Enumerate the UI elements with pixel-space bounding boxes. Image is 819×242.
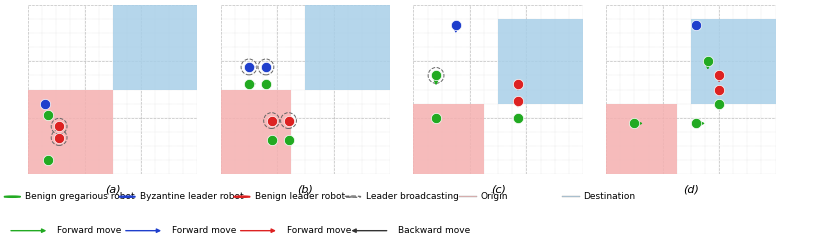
Point (265, 138, 278, 142)
Point (265, 119, 278, 122)
Text: Benign gregarious robot: Benign gregarious robot (25, 192, 135, 201)
Circle shape (4, 196, 20, 197)
Bar (459, 196, 477, 197)
Point (259, 82, 272, 86)
Point (282, 138, 295, 142)
Bar (28, 90, 113, 174)
Point (38, 102, 52, 106)
Text: (d): (d) (682, 184, 698, 194)
Text: Destination: Destination (582, 192, 635, 201)
Point (712, 74, 725, 77)
Bar (605, 104, 676, 174)
Point (700, 59, 713, 63)
Bar (498, 19, 582, 104)
Text: (a): (a) (105, 184, 120, 194)
Text: Byzantine leader robot: Byzantine leader robot (140, 192, 243, 201)
Point (282, 119, 295, 122)
Point (712, 102, 725, 106)
Point (242, 82, 256, 86)
Point (41, 158, 54, 162)
Point (429, 74, 442, 77)
Circle shape (119, 196, 135, 197)
Text: (c): (c) (490, 184, 505, 194)
Bar (113, 5, 197, 90)
Text: Forward move: Forward move (287, 226, 351, 235)
Text: Leader broadcasting: Leader broadcasting (365, 192, 458, 201)
Bar (220, 90, 291, 174)
Point (689, 121, 702, 125)
Point (689, 23, 702, 27)
Bar (690, 19, 775, 104)
Point (511, 116, 524, 120)
Point (429, 116, 442, 120)
Text: Backward move: Backward move (397, 226, 469, 235)
Point (511, 82, 524, 86)
Point (712, 88, 725, 91)
Text: Forward move: Forward move (172, 226, 237, 235)
Text: Origin: Origin (480, 192, 508, 201)
Bar (561, 196, 579, 197)
Point (627, 121, 640, 125)
Circle shape (233, 196, 250, 197)
Point (259, 65, 272, 69)
Point (41, 113, 54, 117)
Point (52, 124, 66, 128)
Point (511, 99, 524, 103)
Text: Forward move: Forward move (57, 226, 122, 235)
Point (449, 23, 462, 27)
Point (52, 136, 66, 139)
Bar (305, 5, 390, 90)
Text: Benign leader robot: Benign leader robot (255, 192, 345, 201)
Bar (413, 104, 483, 174)
Point (242, 65, 256, 69)
Text: (b): (b) (297, 184, 313, 194)
